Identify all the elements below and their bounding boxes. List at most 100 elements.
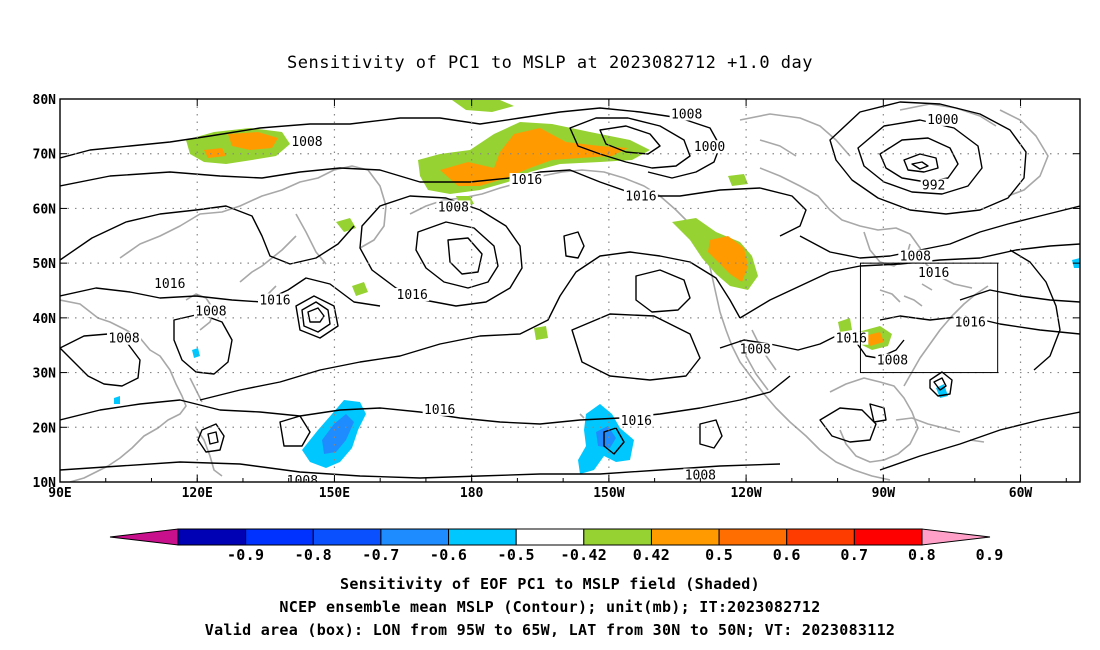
contour-label-bg bbox=[619, 413, 654, 427]
contour-label-bg bbox=[257, 293, 292, 307]
map-frame bbox=[59, 98, 1081, 483]
contour-label: 1008 bbox=[195, 304, 226, 319]
contour-label-bg bbox=[834, 331, 869, 345]
contour-label: 1008 bbox=[900, 250, 931, 265]
contour-1008-south bbox=[60, 461, 781, 479]
contour-label: 1008 bbox=[291, 135, 322, 150]
contour-label: 1016 bbox=[625, 189, 656, 204]
contour-1016-east-asia bbox=[60, 205, 355, 265]
colorbar-swatch bbox=[650, 528, 720, 546]
contour-label: 1016 bbox=[259, 293, 290, 308]
contour-label: 1016 bbox=[836, 332, 867, 347]
contour-label-bg bbox=[422, 402, 457, 416]
colorbar-label: 0.7 bbox=[840, 546, 868, 564]
coastline-greenland bbox=[999, 109, 1049, 197]
figure-title: Sensitivity of PC1 to MSLP at 2023082712… bbox=[287, 53, 813, 73]
shade-siberia-orange bbox=[204, 132, 278, 158]
shaded-sensitivity bbox=[114, 100, 1080, 474]
contour-central-pacific-loops bbox=[603, 419, 723, 455]
map-panel: 1008100810001016101610081000992100810161… bbox=[33, 93, 1081, 501]
shade-hawaii-blue bbox=[596, 426, 616, 448]
contour-pacific-high-3 bbox=[571, 313, 701, 381]
lon-tick-label: 150E bbox=[319, 486, 350, 501]
contour-caribbean bbox=[819, 403, 887, 443]
contour-label-bg bbox=[683, 468, 718, 482]
caption-line-2: NCEP ensemble mean MSLP (Contour); unit(… bbox=[279, 598, 820, 616]
contour-label-bg bbox=[916, 266, 951, 280]
lon-tick-label: 180 bbox=[460, 486, 484, 501]
shade-wpac-blue bbox=[322, 414, 354, 454]
lon-tick-label: 150W bbox=[593, 486, 624, 501]
colorbar-swatch bbox=[515, 528, 585, 546]
lat-tick-label: 70N bbox=[33, 148, 57, 163]
contour-label-bg bbox=[692, 140, 727, 154]
contour-label: 1008 bbox=[877, 354, 908, 369]
contour-west-pacific-loops bbox=[197, 415, 311, 453]
contour-label-bg bbox=[395, 287, 430, 301]
contour-label: 1008 bbox=[740, 343, 771, 358]
lat-tick-label: 30N bbox=[33, 367, 57, 382]
contour-labels: 1008100810001016101610081000992100810161… bbox=[107, 107, 988, 482]
lon-tick-label: 120W bbox=[730, 486, 761, 501]
contour-atlantic-low-core bbox=[911, 161, 929, 170]
lon-tick-label: 90E bbox=[48, 486, 71, 501]
contour-label: 1016 bbox=[621, 414, 652, 429]
contour-label: 1016 bbox=[918, 266, 949, 281]
contour-atlantic-low-992 bbox=[879, 137, 959, 183]
contour-label-bg bbox=[152, 277, 187, 291]
contour-1008-north-america bbox=[799, 205, 1080, 259]
lon-tick-label: 120E bbox=[182, 486, 213, 501]
colorbar-label: -0.42 bbox=[560, 546, 607, 564]
contour-1008-asia-south bbox=[60, 333, 141, 387]
coastline-gulf-of-mexico bbox=[829, 377, 919, 463]
contour-label-bg bbox=[285, 474, 320, 482]
contour-label: 1016 bbox=[511, 173, 542, 188]
colorbar-swatch bbox=[245, 528, 314, 546]
contour-label: 1000 bbox=[694, 140, 725, 155]
contour-1008-aleutian bbox=[415, 221, 499, 289]
contour-label-bg bbox=[193, 304, 228, 318]
contour-arctic-low-1000 bbox=[569, 117, 691, 169]
contour-label: 1008 bbox=[671, 107, 702, 122]
colorbar-swatch bbox=[583, 528, 652, 546]
colorbar-swatch bbox=[786, 528, 855, 546]
contour-label-bg bbox=[509, 173, 544, 187]
contour-atlantic-low-outer bbox=[829, 101, 1027, 215]
contour-pacific-high-1 bbox=[635, 269, 691, 313]
coastline-taiwan-philippines bbox=[189, 377, 223, 477]
caption-line-3: Valid area (box): LON from 95W to 65W, L… bbox=[205, 621, 895, 639]
colorbar-swatch bbox=[718, 528, 788, 546]
contour-1016-north-america bbox=[739, 243, 1080, 319]
colorbar-label: -0.7 bbox=[362, 546, 399, 564]
lon-tick-label: 90W bbox=[872, 486, 896, 501]
colorbar-swatch bbox=[448, 528, 517, 546]
shade-arctic-orange bbox=[440, 128, 628, 186]
contour-atlantic-low-inner bbox=[903, 153, 939, 173]
contour-label-bg bbox=[925, 112, 960, 126]
contour-atlantic-south bbox=[879, 411, 1080, 471]
contour-atlantic-low-1000 bbox=[857, 119, 983, 195]
contour-pacific-high-2 bbox=[563, 231, 585, 259]
colorbar-swatch bbox=[853, 528, 923, 546]
lon-tick-label: 60W bbox=[1009, 486, 1033, 501]
colorbar-label: -0.5 bbox=[498, 546, 535, 564]
colorbar-label: -0.8 bbox=[295, 546, 332, 564]
colorbar-low-triangle bbox=[109, 528, 179, 546]
colorbar-swatch bbox=[312, 528, 382, 546]
contour-label: 1008 bbox=[108, 332, 139, 347]
contour-label-bg bbox=[738, 342, 773, 356]
contour-label-bg bbox=[669, 107, 704, 121]
contour-label-bg bbox=[953, 315, 988, 329]
lat-tick-label: 60N bbox=[33, 202, 57, 217]
colorbar: -0.9 -0.8 -0.7 -0.6 -0.5 -0.42 0.42 0.5 0.6 0.7 0.… bbox=[109, 528, 1003, 564]
contour-1016-mid bbox=[199, 251, 741, 401]
colorbar-high-triangle bbox=[921, 528, 991, 546]
coastline-siberia-pacific bbox=[119, 165, 387, 265]
contour-label: 1000 bbox=[927, 113, 958, 128]
contour-label: 992 bbox=[922, 179, 945, 194]
contour-hurricane-rings bbox=[929, 371, 953, 397]
contour-label: 1008 bbox=[438, 200, 469, 215]
shade-gulf-orange bbox=[864, 332, 884, 346]
valid-area-box bbox=[859, 262, 999, 374]
